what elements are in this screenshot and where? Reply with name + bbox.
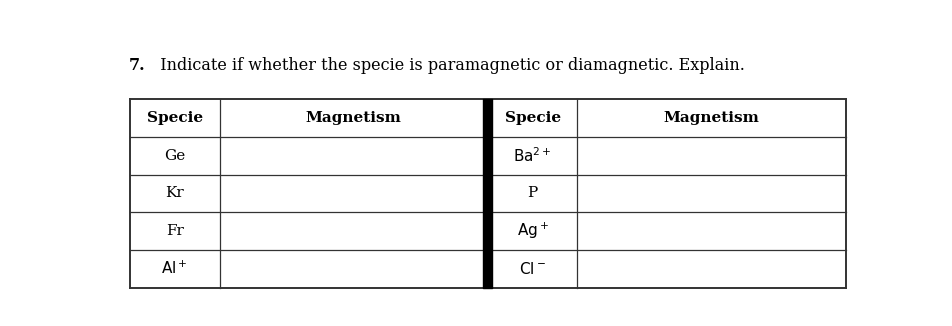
- Text: $\mathrm{Cl^-}$: $\mathrm{Cl^-}$: [519, 261, 546, 277]
- Text: Specie: Specie: [147, 111, 203, 125]
- Text: $\mathrm{Ba^{2+}}$: $\mathrm{Ba^{2+}}$: [513, 146, 552, 165]
- Text: Specie: Specie: [505, 111, 561, 125]
- Text: Ge: Ge: [164, 149, 186, 163]
- Text: Indicate if whether the specie is paramagnetic or diamagnetic. Explain.: Indicate if whether the specie is parama…: [150, 57, 744, 74]
- Text: Magnetism: Magnetism: [664, 111, 760, 125]
- Text: $\mathrm{Al^+}$: $\mathrm{Al^+}$: [162, 260, 188, 277]
- Text: Fr: Fr: [166, 224, 184, 238]
- Text: P: P: [527, 186, 538, 200]
- Text: 7.: 7.: [129, 57, 146, 74]
- Text: $\mathrm{Ag^+}$: $\mathrm{Ag^+}$: [517, 221, 548, 241]
- Text: Kr: Kr: [166, 186, 184, 200]
- Text: Magnetism: Magnetism: [306, 111, 402, 125]
